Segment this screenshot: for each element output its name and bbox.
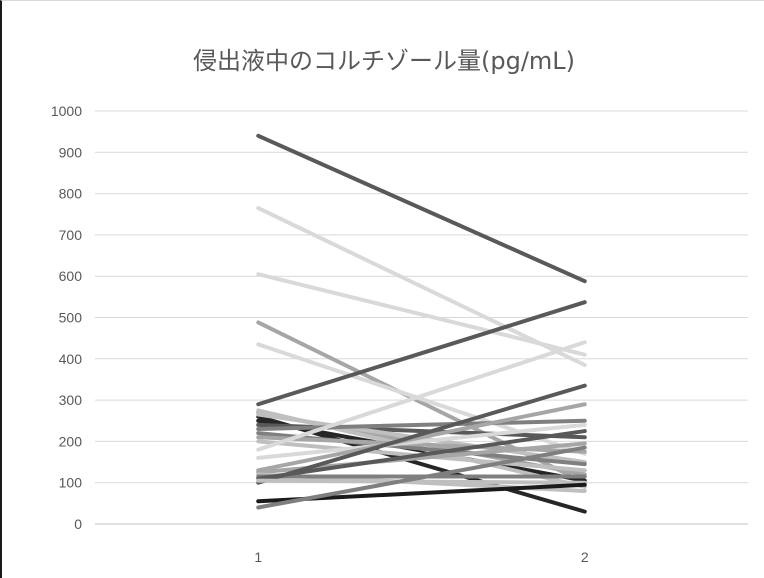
series-line-18 [256,422,587,460]
x-tick-label: 2 [581,549,589,565]
series-line-13 [256,418,587,432]
y-tick-label: 800 [59,186,83,202]
y-tick-label: 900 [59,144,83,160]
y-tick-label: 600 [59,268,83,284]
x-tick-label: 1 [254,549,262,565]
series-line-19 [256,402,587,473]
series-line-27 [256,445,587,510]
series-line-23 [256,429,587,481]
y-tick-label: 400 [59,351,83,367]
y-tick-label: 100 [59,475,83,491]
y-tick-label: 1000 [51,103,82,119]
y-axis-ticks: 0 100 200 300 400 500 600 700 800 900 1000 [51,103,82,532]
series-line-1 [256,133,587,284]
series-line-24 [256,383,587,485]
y-tick-label: 200 [59,433,83,449]
series-line-6 [256,300,587,407]
y-tick-label: 500 [59,310,83,326]
y-tick-label: 0 [74,516,82,532]
series-line-17 [256,340,587,452]
y-tick-label: 700 [59,227,83,243]
series-line-25 [256,478,587,485]
series-line-3 [256,272,587,357]
series-lines [256,133,587,514]
y-tick-label: 300 [59,392,83,408]
series-line-2 [256,206,587,367]
chart-title: 侵出液中のコルチゾール量(pg/mL) [192,47,576,75]
